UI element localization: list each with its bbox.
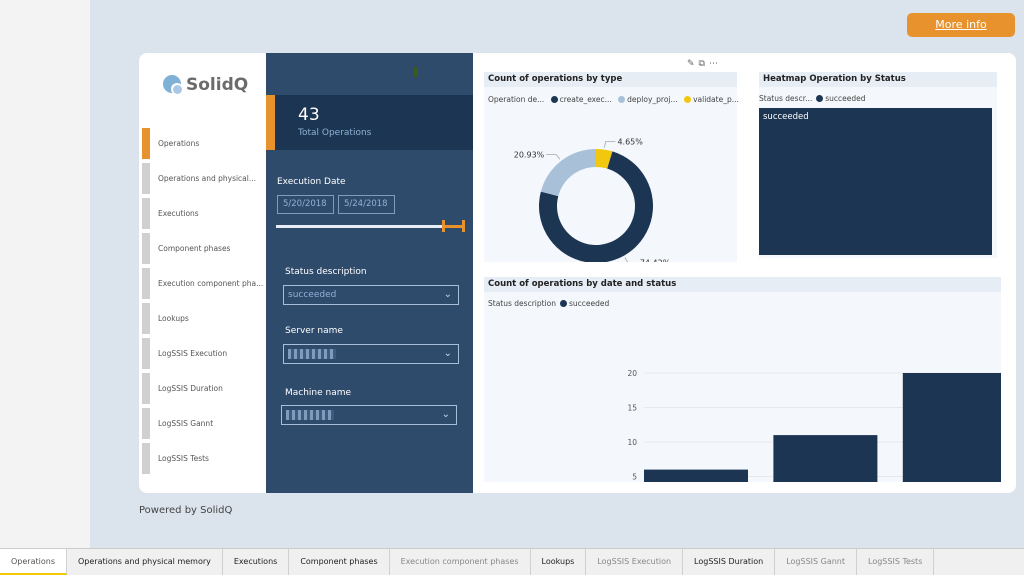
execution-date-label: Execution Date	[277, 177, 346, 187]
legend-item[interactable]: succeeded	[825, 94, 866, 103]
solidq-logo: SolidQ	[163, 75, 248, 95]
heatmap-legend: Status descr... succeeded	[759, 94, 866, 103]
kpi-label: Total Operations	[298, 128, 372, 138]
donut-title: Count of operations by type	[484, 72, 737, 87]
bar	[773, 435, 878, 482]
page-tab[interactable]: LogSSIS Execution	[586, 549, 684, 575]
focus-mode-icon[interactable]: ⧉	[698, 59, 709, 69]
legend-dot	[816, 95, 824, 102]
donut-slice	[540, 149, 596, 197]
nav-item[interactable]: Operations	[141, 126, 265, 161]
label-leader	[604, 141, 616, 148]
server-label: Server name	[285, 326, 343, 336]
more-info-button[interactable]: More info	[907, 13, 1015, 37]
page-tab[interactable]: Operations	[0, 549, 67, 575]
label-leader	[624, 257, 628, 262]
status-label: Status description	[285, 267, 367, 277]
data-label: 20.93%	[514, 151, 545, 160]
legend-title: Status description	[488, 299, 556, 308]
kpi-value: 43	[298, 105, 320, 125]
page-tab[interactable]: Operations and physical memory	[67, 549, 223, 575]
kpi-accent	[266, 95, 275, 150]
page-navigation: Operations Operations and physical... Exec…	[141, 126, 265, 476]
legend-item[interactable]: create_exec...	[559, 95, 612, 104]
bar-title: Count of operations by date and status	[484, 277, 1001, 292]
legend-item[interactable]: validate_p...	[693, 95, 739, 104]
heatmap-cell[interactable]: succeeded	[759, 108, 992, 255]
machine-label: Machine name	[285, 388, 352, 398]
legend-dot	[559, 300, 567, 307]
chevron-down-icon: ⌄	[443, 348, 452, 359]
page-tab[interactable]: Component phases	[289, 549, 390, 575]
donut-legend: Operation de... create_exec... deploy_pr…	[488, 95, 739, 104]
more-options-icon[interactable]: ⋯	[708, 59, 722, 69]
nav-item[interactable]: Lookups	[141, 301, 265, 336]
legend-title: Status descr...	[759, 94, 813, 103]
bar	[902, 373, 1001, 482]
logo-mark-icon	[163, 75, 183, 95]
redacted-value	[288, 348, 336, 359]
nav-item[interactable]: Operations and physical...	[141, 161, 265, 196]
report-card: SolidQ Operations Operations and physical…	[139, 53, 1016, 493]
pin-icon[interactable]: ✎	[687, 59, 699, 69]
bar-chart: 05101520May 21, 12AMMay 21, 12PMMay 22, …	[627, 369, 1001, 482]
legend-item[interactable]: deploy_proj...	[627, 95, 678, 104]
y-tick-label: 5	[632, 473, 637, 482]
heatmap-title: Heatmap Operation by Status	[759, 72, 997, 87]
data-label: 4.65%	[617, 138, 643, 147]
page-tab[interactable]: Execution component phases	[390, 549, 531, 575]
nav-item[interactable]: LogSSIS Duration	[141, 371, 265, 406]
server-dropdown[interactable]: ⌄	[283, 344, 459, 364]
page-tab[interactable]: LogSSIS Tests	[857, 549, 935, 575]
nav-item[interactable]: LogSSIS Gannt	[141, 406, 265, 441]
machine-dropdown[interactable]: ⌄	[281, 405, 457, 425]
bar-visual[interactable]: Count of operations by date and status S…	[484, 277, 1001, 482]
nav-item[interactable]: LogSSIS Execution	[141, 336, 265, 371]
legend-dot	[550, 96, 558, 103]
kpi-card: 43 Total Operations	[266, 95, 473, 150]
page-tabs: Operations Operations and physical memory…	[0, 548, 1024, 575]
bar-legend: Status description succeeded	[488, 299, 609, 308]
donut-slice	[539, 151, 653, 262]
status-value: succeeded	[288, 290, 337, 300]
left-margin	[0, 0, 90, 548]
chevron-down-icon: ⌄	[443, 289, 452, 300]
label-leader	[546, 154, 561, 160]
legend-item[interactable]: succeeded	[568, 299, 610, 308]
nav-item[interactable]: LogSSIS Tests	[141, 441, 265, 476]
slider-handle-end[interactable]	[462, 220, 465, 232]
filter-panel: 43 Total Operations Execution Date 5/20/…	[266, 53, 473, 493]
date-to-input[interactable]: 5/24/2018	[338, 195, 395, 214]
donut-slice	[596, 149, 613, 169]
y-tick-label: 15	[627, 404, 637, 413]
bar	[644, 469, 748, 482]
donut-visual[interactable]: Count of operations by type Operation de…	[484, 72, 739, 262]
logo-text: SolidQ	[186, 75, 249, 95]
indicator	[414, 67, 418, 77]
page-tab[interactable]: Lookups	[531, 549, 587, 575]
slider-handle-start[interactable]	[442, 220, 445, 232]
redacted-value	[286, 409, 334, 420]
page-tab[interactable]: Executions	[223, 549, 290, 575]
nav-item[interactable]: Executions	[141, 196, 265, 231]
nav-item[interactable]: Execution component pha...	[141, 266, 265, 301]
y-tick-label: 20	[627, 369, 637, 378]
status-dropdown[interactable]: succeeded ⌄	[283, 285, 459, 305]
slider-range	[444, 225, 464, 228]
donut-chart: 4.65% 74.42% 20.93%	[514, 138, 671, 262]
y-tick-label: 10	[627, 438, 637, 447]
powered-by: Powered by SolidQ	[139, 505, 233, 516]
heatmap-visual[interactable]: Heatmap Operation by Status Status descr…	[759, 72, 997, 258]
data-label: 74.42%	[640, 259, 671, 262]
legend-dot	[684, 96, 692, 103]
visual-header: ✎⧉⋯	[687, 59, 722, 69]
nav-item[interactable]: Component phases	[141, 231, 265, 266]
legend-title: Operation de...	[488, 95, 545, 104]
page-tab[interactable]: LogSSIS Gannt	[775, 549, 858, 575]
page-tab[interactable]: LogSSIS Duration	[683, 549, 776, 575]
date-from-input[interactable]: 5/20/2018	[277, 195, 334, 214]
chevron-down-icon: ⌄	[441, 409, 450, 420]
date-slider[interactable]	[276, 220, 465, 232]
legend-dot	[618, 96, 626, 103]
